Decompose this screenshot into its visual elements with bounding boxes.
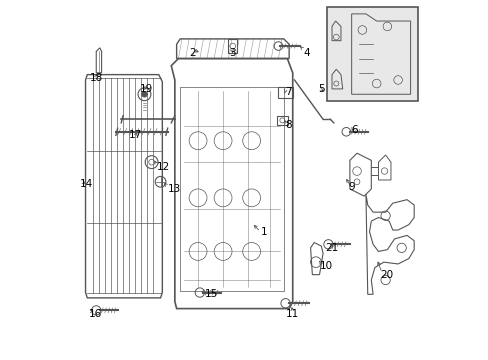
Text: 11: 11 <box>285 309 299 319</box>
Text: 10: 10 <box>319 261 332 271</box>
Bar <box>276 116 287 125</box>
Text: 1: 1 <box>260 227 266 237</box>
Text: 14: 14 <box>80 179 93 189</box>
Text: 21: 21 <box>325 243 338 253</box>
Text: 18: 18 <box>89 73 102 83</box>
Text: 15: 15 <box>205 289 218 299</box>
Text: 9: 9 <box>347 182 354 192</box>
Text: 8: 8 <box>285 120 292 130</box>
Text: 19: 19 <box>140 84 153 94</box>
Bar <box>278 87 292 98</box>
Text: 4: 4 <box>303 48 309 58</box>
Text: 3: 3 <box>228 48 235 58</box>
Bar <box>326 7 417 102</box>
Text: 12: 12 <box>157 162 170 172</box>
Text: 6: 6 <box>351 125 358 135</box>
Text: 2: 2 <box>189 48 196 58</box>
Text: 7: 7 <box>285 87 292 98</box>
Text: 13: 13 <box>167 184 181 194</box>
Bar <box>228 39 237 53</box>
Text: 5: 5 <box>317 84 324 94</box>
Text: 17: 17 <box>129 130 142 140</box>
Circle shape <box>142 91 147 97</box>
Text: 16: 16 <box>89 309 102 319</box>
Text: 20: 20 <box>380 270 392 280</box>
